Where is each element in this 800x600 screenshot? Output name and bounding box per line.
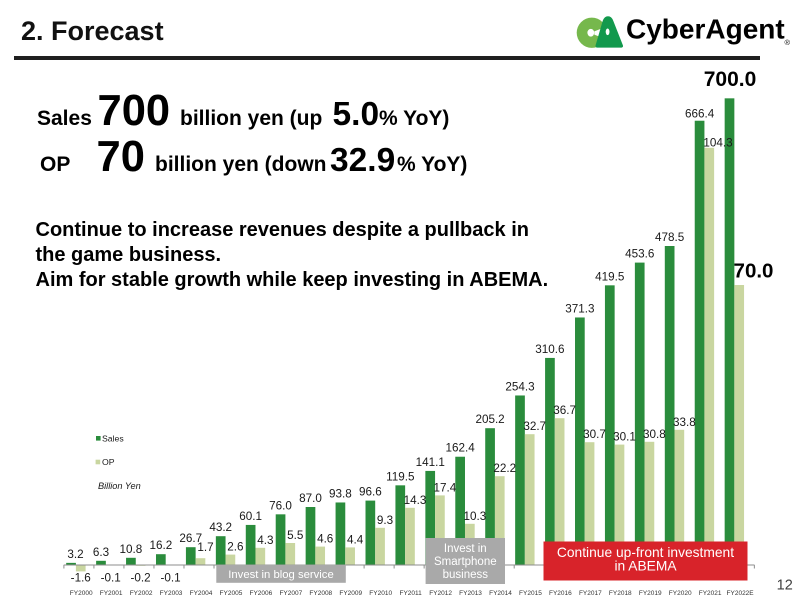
- svg-text:96.6: 96.6: [359, 486, 382, 499]
- svg-text:32.7: 32.7: [523, 420, 546, 433]
- svg-text:141.1: 141.1: [416, 456, 445, 469]
- svg-text:FY2012: FY2012: [429, 590, 452, 597]
- svg-text:453.6: 453.6: [625, 248, 654, 261]
- svg-text:FY2003: FY2003: [160, 590, 183, 597]
- svg-text:254.3: 254.3: [505, 380, 534, 393]
- svg-text:% YoY): % YoY): [397, 153, 467, 176]
- svg-text:FY2017: FY2017: [579, 590, 602, 597]
- svg-text:4.4: 4.4: [347, 533, 364, 546]
- svg-text:60.1: 60.1: [239, 510, 262, 523]
- svg-text:162.4: 162.4: [446, 442, 476, 455]
- svg-text:FY2019: FY2019: [639, 590, 662, 597]
- svg-text:666.4: 666.4: [685, 108, 715, 121]
- svg-text:87.0: 87.0: [299, 492, 322, 505]
- svg-text:32.9: 32.9: [330, 142, 395, 179]
- svg-text:FY2007: FY2007: [279, 590, 302, 597]
- svg-text:9.3: 9.3: [377, 514, 393, 527]
- svg-text:the game business.: the game business.: [36, 244, 222, 266]
- svg-text:-0.1: -0.1: [160, 572, 180, 585]
- svg-text:5.5: 5.5: [287, 529, 304, 542]
- svg-text:700: 700: [98, 87, 171, 135]
- svg-text:Aim for stable growth while ke: Aim for stable growth while keep investi…: [36, 269, 549, 291]
- svg-text:10.8: 10.8: [120, 543, 143, 556]
- svg-text:30.1: 30.1: [613, 431, 636, 444]
- svg-text:FY2006: FY2006: [250, 590, 273, 597]
- svg-text:5.0: 5.0: [333, 96, 380, 133]
- svg-text:Continue up-front investment: Continue up-front investment: [557, 545, 734, 560]
- svg-text:16.2: 16.2: [149, 539, 172, 552]
- svg-text:®: ®: [785, 38, 791, 47]
- svg-text:CyberAgent: CyberAgent: [626, 13, 785, 44]
- svg-text:-0.2: -0.2: [131, 572, 151, 585]
- svg-text:FY2010: FY2010: [369, 590, 392, 597]
- svg-text:FY2008: FY2008: [309, 590, 332, 597]
- svg-text:FY2020: FY2020: [669, 590, 692, 597]
- svg-text:Sales: Sales: [102, 434, 124, 444]
- svg-text:FY2021: FY2021: [699, 590, 722, 597]
- svg-text:1.7: 1.7: [197, 541, 213, 554]
- svg-text:business: business: [443, 569, 489, 581]
- svg-text:33.8: 33.8: [673, 416, 696, 429]
- svg-text:70: 70: [97, 133, 145, 181]
- svg-text:FY2011: FY2011: [400, 590, 423, 597]
- svg-text:-0.1: -0.1: [101, 572, 121, 585]
- svg-text:Invest in blog service: Invest in blog service: [228, 569, 334, 581]
- svg-text:Billion Yen: Billion Yen: [98, 481, 141, 491]
- svg-text:17.4: 17.4: [434, 481, 457, 494]
- svg-text:14.3: 14.3: [404, 494, 427, 507]
- svg-text:12: 12: [777, 578, 793, 594]
- svg-text:FY2018: FY2018: [609, 590, 632, 597]
- svg-text:93.8: 93.8: [329, 487, 352, 500]
- svg-text:104.3: 104.3: [703, 137, 732, 150]
- svg-text:36.7: 36.7: [553, 404, 576, 417]
- svg-text:in ABEMA: in ABEMA: [614, 559, 677, 574]
- svg-text:% YoY): % YoY): [379, 107, 449, 130]
- svg-text:Invest in: Invest in: [444, 543, 487, 555]
- svg-text:FY2001: FY2001: [100, 590, 123, 597]
- svg-text:billion yen (down: billion yen (down: [155, 153, 327, 176]
- svg-text:310.6: 310.6: [535, 343, 564, 356]
- svg-text:2. Forecast: 2. Forecast: [21, 16, 164, 46]
- svg-text:FY2005: FY2005: [220, 590, 243, 597]
- svg-text:30.8: 30.8: [643, 428, 666, 441]
- svg-text:FY2002: FY2002: [130, 590, 153, 597]
- svg-text:3.2: 3.2: [67, 548, 83, 561]
- svg-text:700.0: 700.0: [704, 68, 757, 91]
- svg-text:OP: OP: [102, 457, 115, 467]
- svg-text:76.0: 76.0: [269, 499, 292, 512]
- svg-text:FY2009: FY2009: [339, 590, 362, 597]
- svg-text:billion yen (up: billion yen (up: [180, 107, 322, 130]
- svg-text:371.3: 371.3: [565, 302, 594, 315]
- svg-text:Continue to increase revenues: Continue to increase revenues despite a …: [36, 219, 529, 241]
- svg-text:4.6: 4.6: [317, 533, 333, 546]
- svg-text:2.6: 2.6: [227, 541, 243, 554]
- svg-text:Sales: Sales: [37, 107, 92, 130]
- svg-text:119.5: 119.5: [386, 470, 415, 483]
- svg-text:10.3: 10.3: [463, 510, 486, 523]
- svg-text:70.0: 70.0: [734, 260, 774, 283]
- svg-text:FY2014: FY2014: [489, 590, 512, 597]
- svg-text:OP: OP: [40, 153, 70, 176]
- svg-text:478.5: 478.5: [655, 231, 685, 244]
- svg-text:FY2000: FY2000: [70, 590, 93, 597]
- svg-text:FY2016: FY2016: [549, 590, 572, 597]
- svg-text:FY2015: FY2015: [519, 590, 542, 597]
- svg-text:FY2013: FY2013: [459, 590, 482, 597]
- svg-text:FY2022E: FY2022E: [727, 590, 755, 597]
- svg-text:FY2004: FY2004: [190, 590, 213, 597]
- svg-text:205.2: 205.2: [475, 413, 504, 426]
- svg-text:4.3: 4.3: [257, 534, 273, 547]
- svg-text:419.5: 419.5: [595, 270, 625, 283]
- svg-text:43.2: 43.2: [209, 521, 232, 534]
- svg-text:30.7: 30.7: [583, 428, 606, 441]
- svg-text:-1.6: -1.6: [71, 572, 91, 585]
- svg-text:26.7: 26.7: [179, 532, 202, 545]
- svg-text:Smartphone: Smartphone: [434, 556, 497, 568]
- svg-text:6.3: 6.3: [93, 546, 109, 559]
- svg-text:22.2: 22.2: [493, 462, 516, 475]
